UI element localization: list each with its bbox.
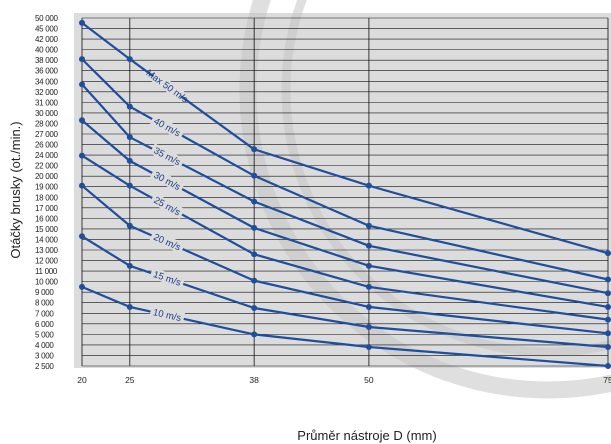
data-point (251, 172, 258, 179)
data-point (79, 56, 85, 63)
series-label-bg (149, 229, 186, 254)
data-point (605, 290, 611, 297)
y-tick-label: 11 000 (35, 267, 58, 276)
data-point (79, 19, 85, 26)
y-tick-label: 6 000 (35, 320, 54, 329)
y-axis-title: Otáčky brusky (ot./min.) (8, 121, 23, 258)
data-point (79, 152, 85, 159)
y-tick-label: 16 000 (35, 214, 59, 223)
y-tick-label: 26 000 (35, 141, 59, 150)
data-point (126, 103, 133, 110)
data-point (605, 316, 611, 323)
series-label-bg (149, 267, 186, 289)
data-point (365, 222, 372, 229)
y-tick-label: 34 000 (35, 77, 59, 86)
data-point (365, 262, 372, 269)
y-tick-label: 19 000 (35, 183, 59, 192)
y-tick-label: 36 000 (35, 67, 59, 76)
data-point (79, 81, 85, 88)
series-label-bg (150, 71, 185, 101)
y-tick-label: 18 000 (35, 193, 59, 202)
y-tick-label: 50 000 (35, 14, 59, 23)
data-point (79, 117, 85, 124)
y-tick-label: 28 000 (35, 119, 59, 128)
y-tick-label: 30 000 (35, 109, 59, 118)
x-tick-label: 50 (364, 375, 374, 385)
data-point (251, 331, 258, 338)
data-point (126, 303, 133, 310)
data-point (79, 233, 85, 240)
series-points (79, 19, 611, 369)
watermark-ring-2 (281, 0, 611, 357)
series-label-bg (149, 167, 185, 194)
data-point (126, 134, 133, 141)
data-point (605, 303, 611, 310)
data-point (251, 198, 258, 205)
series-label-bg (149, 113, 185, 140)
y-tick-label: 4 000 (35, 341, 54, 350)
data-point (605, 363, 611, 369)
data-point (365, 182, 372, 189)
y-tick-label: 14 000 (35, 235, 59, 244)
y-tick-label: 24 000 (35, 151, 59, 160)
y-tick-label: 42 000 (35, 35, 59, 44)
data-point (79, 182, 85, 189)
data-point (605, 330, 611, 337)
y-tick-label: 9 000 (35, 288, 54, 297)
data-point (251, 251, 258, 258)
watermark-arc (239, 0, 611, 399)
y-tick-label: 31 000 (35, 98, 59, 107)
y-tick-label: 13 000 (35, 246, 59, 255)
data-point (605, 276, 611, 283)
data-point (251, 305, 258, 311)
y-tick-label: 17 000 (35, 204, 59, 213)
y-tick-label: 7 000 (35, 309, 54, 318)
x-tick-label: 38 (249, 375, 259, 385)
data-point (365, 283, 372, 290)
data-point (365, 303, 372, 310)
y-tick-label: 12 000 (35, 257, 59, 266)
series-label-bg (149, 192, 185, 219)
y-tick-label: 10 000 (35, 278, 59, 287)
y-tick-label: 45 000 (35, 25, 59, 34)
y-tick-label: 22 000 (35, 162, 59, 171)
x-tick-label: 25 (125, 375, 135, 385)
y-tick-label: 20 000 (35, 172, 59, 181)
y-tick-label: 32 000 (35, 88, 59, 97)
y-tick-label: 8 000 (35, 299, 54, 308)
y-tick-label: 40 000 (35, 46, 59, 55)
data-point (126, 182, 133, 189)
y-tick-label: 5 000 (35, 330, 54, 339)
x-tick-label: 20 (77, 375, 87, 385)
series-label-bg (149, 305, 186, 324)
x-tick-label: 75 (603, 375, 611, 385)
x-axis-tick-labels: 20 25 38 50 75 (77, 375, 611, 385)
data-point (605, 344, 611, 351)
data-point (126, 222, 133, 229)
data-point (126, 56, 133, 63)
series-label-bg (149, 143, 185, 169)
data-point (365, 323, 372, 330)
data-point (605, 250, 611, 257)
data-point (79, 283, 85, 290)
y-tick-label: 38 000 (35, 56, 59, 65)
y-tick-label: 3 000 (35, 351, 54, 360)
y-tick-label: 15 000 (35, 225, 59, 234)
data-point (126, 157, 133, 164)
data-point (365, 242, 372, 249)
x-axis-title: Průměr nástroje D (mm) (297, 428, 436, 443)
y-tick-label: 2 500 (35, 362, 54, 371)
data-point (126, 262, 133, 269)
watermark-ring-1 (239, 0, 611, 399)
y-tick-label: 27 000 (35, 130, 59, 139)
data-point (365, 344, 372, 351)
data-point (251, 146, 258, 153)
data-point (251, 277, 258, 284)
data-point (251, 224, 258, 231)
